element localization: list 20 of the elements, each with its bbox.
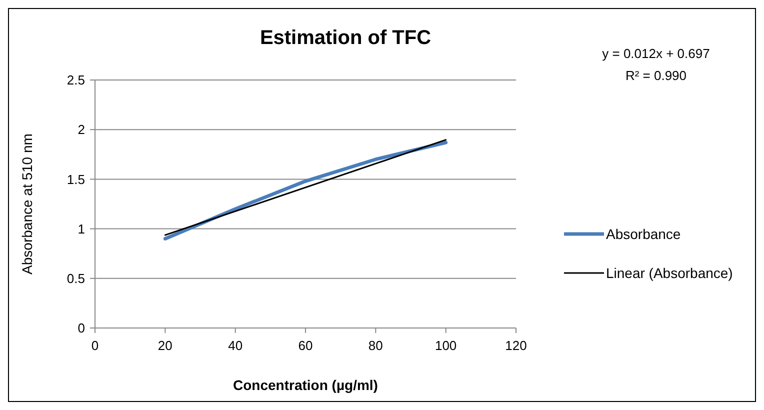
legend-label: Linear (Absorbance) [606, 264, 733, 281]
x-tick-label: 120 [505, 338, 527, 353]
x-axis-title: Concentration (µg/ml) [233, 377, 378, 393]
legend-label: Absorbance [606, 226, 681, 242]
y-tick-label: 2 [78, 122, 85, 138]
x-tick-label: 80 [368, 338, 383, 353]
y-axis-title: Absorbance at 510 nm [19, 134, 35, 274]
x-tick-label: 60 [298, 338, 313, 353]
text: R² = 0.990 [625, 68, 687, 83]
y-tick-label: 1 [78, 221, 85, 236]
x-tick-label: 20 [158, 338, 172, 353]
y-tick-label: 0 [78, 320, 85, 336]
x-tick-label: 40 [228, 338, 243, 353]
y-tick-label: 1.5 [66, 172, 85, 187]
x-tick-label: 0 [91, 338, 99, 353]
x-tick-label: 100 [434, 338, 457, 353]
text: y = 0.012x + 0.697 [602, 46, 710, 61]
y-tick-label: 2.5 [66, 72, 85, 88]
chart-title: Estimation of TFC [260, 27, 432, 49]
y-tick-label: 0.5 [66, 270, 85, 286]
